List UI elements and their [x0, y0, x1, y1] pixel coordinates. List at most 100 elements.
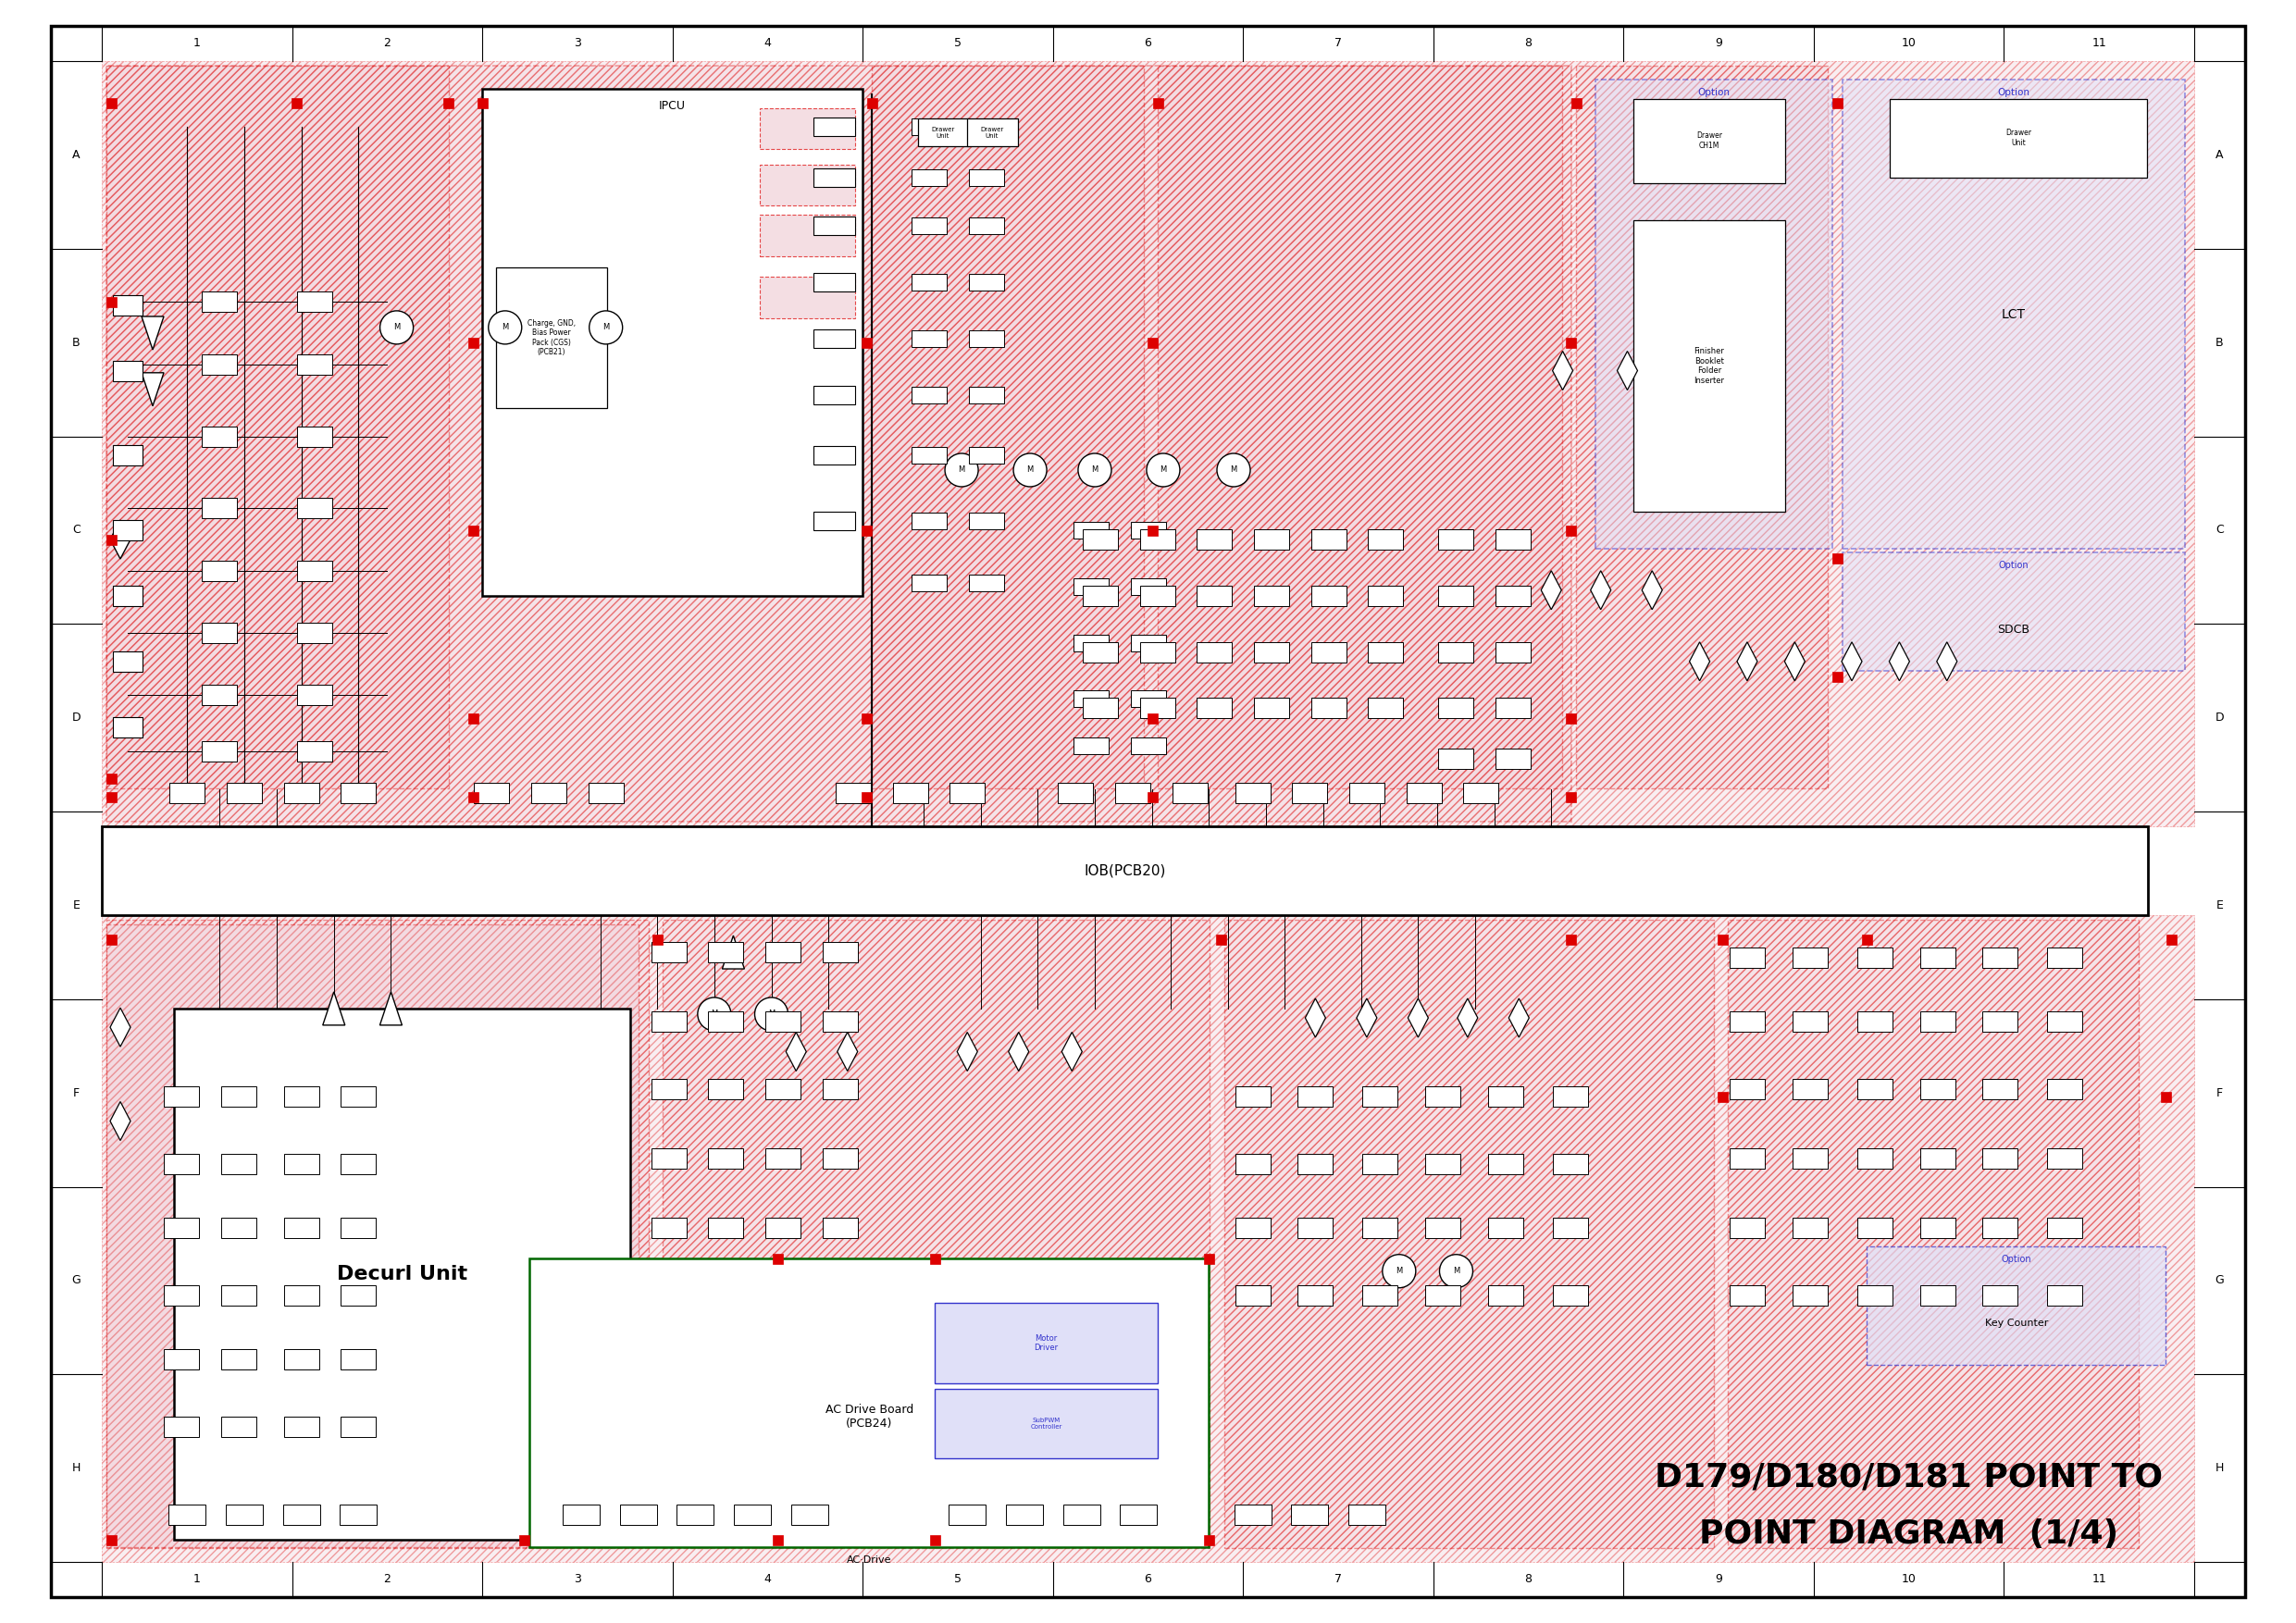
Bar: [468, 712, 478, 724]
Bar: [1717, 935, 1729, 945]
Bar: [893, 782, 928, 803]
Polygon shape: [1591, 571, 1612, 610]
Text: A: A: [2216, 149, 2223, 161]
Text: 10: 10: [1901, 37, 1917, 50]
Bar: [1362, 1285, 1398, 1307]
Bar: [342, 782, 377, 803]
Circle shape: [698, 998, 730, 1031]
Bar: [1350, 782, 1384, 803]
Text: G: G: [71, 1274, 80, 1287]
Bar: [760, 164, 854, 206]
Bar: [1157, 65, 1561, 789]
Bar: [496, 268, 606, 407]
Polygon shape: [1784, 643, 1805, 680]
Bar: [163, 1086, 200, 1107]
Bar: [519, 1535, 530, 1545]
Bar: [760, 278, 854, 318]
Bar: [468, 338, 478, 347]
Bar: [2048, 1011, 2082, 1032]
Bar: [1311, 529, 1345, 550]
Bar: [1552, 1086, 1589, 1107]
Bar: [227, 782, 262, 803]
Bar: [163, 1285, 200, 1307]
Bar: [912, 513, 946, 529]
Bar: [1566, 338, 1575, 347]
Bar: [1130, 521, 1166, 539]
Text: IOB(PCB20): IOB(PCB20): [1084, 863, 1166, 878]
Text: 9: 9: [1715, 1573, 1722, 1586]
Polygon shape: [1008, 1032, 1029, 1071]
Bar: [296, 497, 333, 518]
Bar: [1632, 99, 1786, 183]
Text: 6: 6: [1143, 37, 1153, 50]
Bar: [1832, 672, 1841, 682]
Bar: [1254, 586, 1290, 605]
Polygon shape: [723, 935, 744, 969]
Text: M: M: [1396, 1268, 1403, 1276]
Bar: [530, 1258, 1210, 1547]
Bar: [1890, 99, 2147, 177]
Circle shape: [1146, 453, 1180, 487]
Bar: [296, 685, 333, 706]
Bar: [113, 651, 142, 672]
Bar: [1552, 1154, 1589, 1175]
Text: IPCU: IPCU: [659, 101, 687, 112]
Bar: [1084, 641, 1118, 662]
Bar: [296, 742, 333, 761]
Bar: [1440, 529, 1474, 550]
Text: H: H: [71, 1462, 80, 1474]
Bar: [1139, 641, 1176, 662]
Circle shape: [1013, 453, 1047, 487]
Text: F: F: [2216, 1087, 2223, 1099]
Bar: [1984, 1079, 2018, 1099]
Bar: [1311, 586, 1345, 605]
Polygon shape: [1690, 643, 1711, 680]
Bar: [1297, 1154, 1334, 1175]
Bar: [1254, 641, 1290, 662]
Text: M: M: [1091, 466, 1097, 474]
Polygon shape: [1407, 998, 1428, 1037]
Text: Option: Option: [2002, 1255, 2032, 1264]
Text: SubPWM
Controller: SubPWM Controller: [1031, 1419, 1063, 1430]
Bar: [934, 1389, 1157, 1459]
Text: E: E: [73, 899, 80, 912]
Bar: [1566, 526, 1575, 536]
Bar: [1290, 1505, 1327, 1526]
Bar: [340, 1505, 377, 1526]
Bar: [969, 446, 1003, 464]
Bar: [1130, 737, 1166, 755]
Text: D: D: [2216, 711, 2225, 724]
Bar: [296, 291, 333, 312]
Bar: [220, 1349, 257, 1370]
Text: C: C: [2216, 524, 2225, 536]
Bar: [1139, 529, 1176, 550]
Bar: [202, 742, 236, 761]
Bar: [1072, 521, 1109, 539]
Bar: [588, 782, 625, 803]
Bar: [822, 1149, 856, 1169]
Bar: [1857, 948, 1892, 967]
Bar: [220, 1086, 257, 1107]
Bar: [1426, 1217, 1460, 1238]
Text: Option: Option: [1998, 88, 2030, 97]
Bar: [912, 386, 946, 404]
Bar: [113, 586, 142, 605]
Bar: [1368, 586, 1403, 605]
Bar: [1832, 97, 1841, 107]
Text: Drawer
CH1M: Drawer CH1M: [1697, 131, 1722, 149]
Polygon shape: [1061, 1032, 1081, 1071]
Bar: [918, 118, 969, 146]
Bar: [285, 1217, 319, 1238]
Text: Drawer
Unit: Drawer Unit: [930, 127, 955, 138]
Bar: [106, 65, 1570, 821]
Bar: [1235, 1505, 1272, 1526]
Text: B: B: [73, 336, 80, 349]
Bar: [912, 331, 946, 347]
Polygon shape: [1458, 998, 1479, 1037]
Bar: [2048, 948, 2082, 967]
Bar: [1857, 1285, 1892, 1307]
Text: M: M: [1159, 466, 1166, 474]
Text: 8: 8: [1525, 1573, 1531, 1586]
Bar: [1224, 919, 1715, 1548]
Text: AC·Drive: AC·Drive: [847, 1555, 891, 1565]
